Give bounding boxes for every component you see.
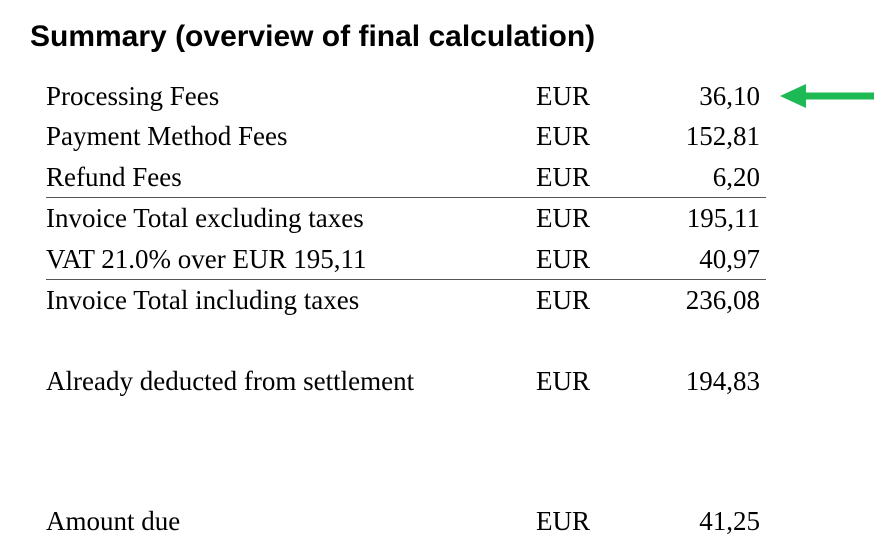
amount-processing-fees: 36,10 (626, 76, 766, 116)
amount-invoice-total-excl: 195,11 (626, 198, 766, 239)
summary-title: Summary (overview of final calculation) (30, 20, 844, 54)
summary-table-wrap: Processing Fees EUR 36,10 Payment Method… (46, 76, 844, 542)
label-payment-method-fees: Payment Method Fees (46, 116, 536, 156)
currency-invoice-total-excl: EUR (536, 198, 626, 239)
label-processing-fees: Processing Fees (46, 76, 536, 116)
amount-payment-method-fees: 152,81 (626, 116, 766, 156)
amount-amount-due: 41,25 (626, 501, 766, 541)
currency-processing-fees: EUR (536, 76, 626, 116)
row-refund-fees: Refund Fees EUR 6,20 (46, 157, 766, 198)
row-vat: VAT 21.0% over EUR 195,11 EUR 40,97 (46, 239, 766, 280)
row-payment-method-fees: Payment Method Fees EUR 152,81 (46, 116, 766, 156)
row-invoice-total-incl: Invoice Total including taxes EUR 236,08 (46, 280, 766, 321)
currency-refund-fees: EUR (536, 157, 626, 198)
currency-payment-method-fees: EUR (536, 116, 626, 156)
amount-already-deducted: 194,83 (626, 361, 766, 401)
row-already-deducted: Already deducted from settlement EUR 194… (46, 361, 766, 401)
summary-table: Processing Fees EUR 36,10 Payment Method… (46, 76, 766, 542)
currency-vat: EUR (536, 239, 626, 280)
label-amount-due: Amount due (46, 501, 536, 541)
amount-vat: 40,97 (626, 239, 766, 280)
gap-row-1 (46, 321, 766, 361)
label-already-deducted: Already deducted from settlement (46, 361, 536, 401)
label-vat: VAT 21.0% over EUR 195,11 (46, 239, 536, 280)
currency-already-deducted: EUR (536, 361, 626, 401)
label-refund-fees: Refund Fees (46, 157, 536, 198)
row-invoice-total-excl: Invoice Total excluding taxes EUR 195,11 (46, 198, 766, 239)
label-invoice-total-incl: Invoice Total including taxes (46, 280, 536, 321)
currency-invoice-total-incl: EUR (536, 280, 626, 321)
row-processing-fees: Processing Fees EUR 36,10 (46, 76, 766, 116)
highlight-arrow-icon (774, 80, 874, 112)
currency-amount-due: EUR (536, 501, 626, 541)
label-invoice-total-excl: Invoice Total excluding taxes (46, 198, 536, 239)
gap-row-2 (46, 401, 766, 501)
amount-refund-fees: 6,20 (626, 157, 766, 198)
amount-invoice-total-incl: 236,08 (626, 280, 766, 321)
row-amount-due: Amount due EUR 41,25 (46, 501, 766, 541)
